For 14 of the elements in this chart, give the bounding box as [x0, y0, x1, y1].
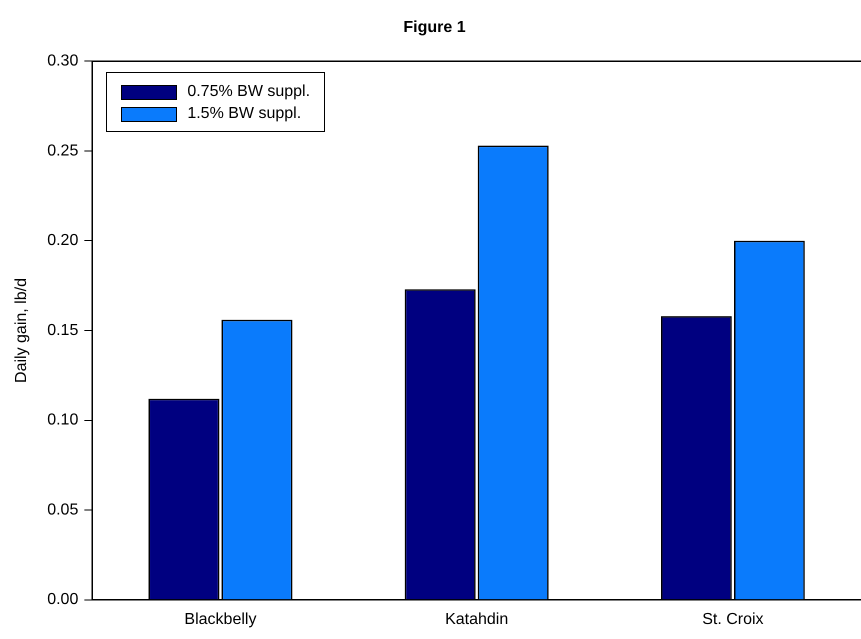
y-tick-label: 0.30 — [47, 52, 78, 70]
x-tick-label: Katahdin — [445, 610, 508, 628]
y-tick-label: 0.10 — [47, 412, 78, 429]
y-axis-title: Daily gain, lb/d — [13, 278, 30, 383]
chart-title: Figure 1 — [403, 19, 466, 36]
y-tick-label: 0.05 — [47, 501, 78, 518]
x-tick-label: St. Croix — [702, 610, 764, 628]
y-tick-label: 0.15 — [47, 322, 78, 339]
x-tick-label: Blackbelly — [184, 610, 256, 628]
y-tick-label: 0.20 — [47, 232, 78, 250]
y-tick-label: 0.00 — [47, 591, 78, 608]
legend-label: 0.75% BW suppl. — [187, 83, 310, 102]
y-tick-label: 0.25 — [47, 142, 78, 160]
legend-label: 1.5% BW suppl. — [187, 105, 302, 124]
